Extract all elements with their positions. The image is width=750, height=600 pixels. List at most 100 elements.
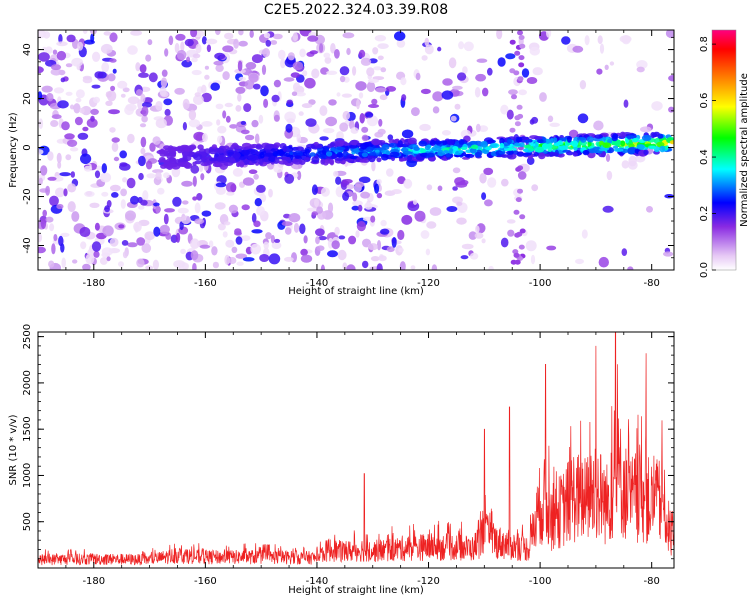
echo-cell [216, 156, 223, 162]
noise-blob [307, 207, 317, 212]
x-tick-label: -80 [644, 576, 660, 587]
noise-blob [270, 40, 278, 45]
echo-cell [211, 144, 217, 149]
noise-blob [292, 61, 304, 71]
noise-blob [265, 232, 272, 240]
noise-blob [55, 187, 65, 198]
noise-blob [235, 253, 248, 259]
noise-blob [225, 239, 235, 248]
noise-blob [373, 66, 382, 71]
noise-blob [478, 125, 489, 132]
echo-cell [533, 151, 539, 157]
noise-blob [40, 218, 47, 230]
noise-blob [140, 147, 146, 155]
noise-blob [623, 99, 629, 108]
echo-cell [460, 146, 468, 150]
noise-blob [593, 120, 604, 131]
echo-cell [474, 151, 482, 158]
noise-blob [106, 90, 117, 102]
noise-blob [235, 236, 243, 245]
noise-blob [249, 30, 254, 38]
noise-blob [506, 219, 516, 224]
noise-blob [342, 262, 348, 270]
noise-blob [377, 128, 386, 135]
noise-blob [377, 55, 384, 61]
y-tick-label: 500 [22, 512, 33, 531]
noise-blob [258, 114, 264, 124]
noise-blob [319, 43, 324, 53]
noise-blob [94, 222, 100, 231]
noise-blob [619, 35, 632, 43]
noise-blob [386, 168, 394, 177]
noise-blob [215, 182, 227, 188]
noise-blob [497, 57, 506, 67]
noise-blob [63, 188, 68, 197]
noise-blob [163, 172, 170, 179]
noise-blob [333, 170, 339, 177]
noise-blob [337, 249, 347, 261]
noise-blob [475, 73, 487, 82]
noise-blob [111, 192, 119, 198]
noise-blob [318, 236, 327, 241]
noise-blob [432, 91, 444, 102]
echo-cell [447, 148, 455, 155]
echo-cell [619, 131, 626, 139]
noise-blob [106, 256, 111, 262]
noise-blob [61, 121, 70, 131]
noise-blob [111, 142, 119, 152]
noise-blob [455, 181, 468, 188]
noise-blob [130, 30, 143, 36]
noise-blob [663, 251, 674, 257]
noise-blob [135, 62, 141, 72]
noise-blob [182, 98, 190, 110]
noise-blob [366, 81, 376, 93]
noise-blob [346, 264, 356, 270]
noise-blob [191, 57, 198, 63]
noise-blob [414, 210, 426, 222]
noise-blob [91, 84, 101, 89]
noise-blob [254, 198, 262, 207]
noise-blob [138, 155, 146, 167]
colorbar-label: Normalized spectral amplitude [739, 73, 750, 227]
x-tick-label: -160 [194, 576, 217, 587]
noise-blob [46, 92, 54, 102]
noise-blob [172, 196, 182, 207]
echo-cell [636, 144, 645, 150]
echo-cell [437, 149, 445, 157]
colorbar-tick-label: 0.4 [699, 149, 710, 165]
noise-blob [64, 133, 75, 140]
noise-blob [271, 94, 280, 103]
noise-blob [99, 257, 108, 265]
echo-cell [626, 135, 635, 139]
noise-blob [378, 118, 383, 127]
noise-blob [147, 39, 153, 46]
noise-blob [92, 51, 101, 62]
noise-blob [457, 72, 467, 81]
echo-cell [318, 154, 326, 160]
noise-blob [100, 172, 112, 183]
noise-blob [668, 74, 674, 82]
noise-blob [519, 214, 526, 220]
echo-cell [330, 142, 336, 147]
noise-blob [57, 161, 62, 169]
noise-blob [109, 237, 119, 247]
noise-blob [273, 114, 280, 122]
noise-blob [45, 216, 54, 223]
noise-blob [251, 119, 259, 128]
noise-blob [296, 133, 302, 143]
noise-blob [370, 215, 376, 223]
noise-blob [181, 215, 191, 225]
noise-blob [65, 154, 72, 161]
spectrogram-panel: -180 -160 -140 -120 -100 -80 -40 -20 0 20 40 Heig… [8, 29, 675, 297]
noise-blob [530, 254, 536, 265]
noise-blob [351, 205, 360, 211]
noise-blob [334, 49, 340, 59]
noise-blob [71, 211, 80, 222]
noise-blob [181, 180, 193, 187]
noise-blob [139, 64, 147, 74]
colorbar: 0.0 0.2 0.4 0.6 0.8 Normalized spectral ampl… [699, 29, 750, 278]
noise-blob [311, 68, 320, 79]
noise-blob [450, 115, 457, 122]
echo-cell [320, 158, 326, 165]
noise-blob [517, 76, 524, 82]
